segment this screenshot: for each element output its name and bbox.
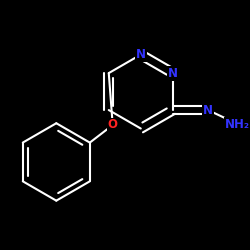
Text: O: O [108,118,118,132]
Text: N: N [203,104,213,117]
Text: NH₂: NH₂ [225,118,250,130]
Text: N: N [136,48,146,61]
Text: N: N [168,66,178,80]
